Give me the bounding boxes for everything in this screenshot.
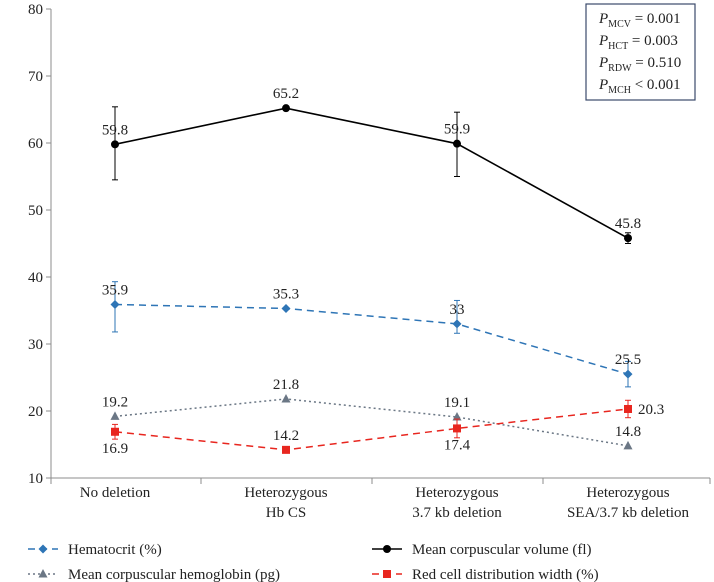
data-label-rdw: 14.2 <box>273 428 299 444</box>
series-layer <box>110 104 633 454</box>
data-label-hct: 25.5 <box>615 352 641 368</box>
legend-swatch-marker <box>383 545 391 553</box>
legend-item-hct: Hematocrit (%) <box>28 542 162 558</box>
data-label-hct: 35.3 <box>273 286 299 302</box>
chart-axes: 10 20 30 40 50 60 70 80 No deletion Heterozygous H… <box>28 2 711 521</box>
data-point-rdw <box>111 427 119 436</box>
data-label-mch: 21.8 <box>273 377 299 393</box>
y-tick-label: 70 <box>28 69 43 85</box>
y-tick-label: 50 <box>28 203 43 219</box>
series-mch <box>110 393 633 450</box>
series-line-mcv <box>114 107 629 239</box>
data-point-mch <box>452 412 462 421</box>
data-label-mch: 19.1 <box>444 395 470 411</box>
data-label-mcv: 59.8 <box>102 122 128 138</box>
data-point-hct <box>110 299 120 309</box>
data-point-rdw <box>282 445 290 454</box>
data-point-hct <box>452 319 462 329</box>
series-line-rdw <box>114 408 629 451</box>
legend-label: Mean corpuscular volume (fl) <box>412 542 592 558</box>
x-category-label: Hb CS <box>266 505 306 521</box>
p-value-mcv: PMCV = 0.001 <box>598 11 681 30</box>
series-line-hct <box>114 303 629 375</box>
x-category-label: Heterozygous <box>415 485 498 501</box>
legend-item-mcv: Mean corpuscular volume (fl) <box>372 542 592 558</box>
data-point-hct <box>281 303 291 313</box>
data-label-rdw: 16.9 <box>102 441 128 457</box>
data-point-rdw <box>624 404 632 413</box>
x-category-label: No deletion <box>80 485 151 501</box>
p-value-hct: PHCT = 0.003 <box>598 33 678 52</box>
data-point-mcv <box>453 139 461 148</box>
data-label-rdw: 20.3 <box>638 402 664 418</box>
series-rdw <box>111 399 632 454</box>
data-point-mcv <box>624 234 632 243</box>
x-category-label: SEA/3.7 kb deletion <box>567 505 690 521</box>
data-point-hct <box>623 369 633 379</box>
legend-swatch-marker <box>383 570 391 578</box>
data-label-rdw: 17.4 <box>444 437 471 453</box>
data-point-mch <box>281 393 291 403</box>
y-tick-label: 20 <box>28 404 43 420</box>
p-value-box: PMCV = 0.001 PHCT = 0.003 PRDW = 0.510 PMCH… <box>585 3 696 101</box>
y-tick-label: 10 <box>28 471 43 487</box>
data-label-mcv: 59.9 <box>444 122 470 138</box>
legend-item-rdw: Red cell distribution width (%) <box>372 567 599 582</box>
legend-label: Mean corpuscular hemoglobin (pg) <box>68 567 280 582</box>
x-category-label: Heterozygous <box>586 485 669 501</box>
legend-swatch-marker <box>38 569 48 578</box>
p-value-rdw: PRDW = 0.510 <box>598 55 681 74</box>
data-labels-layer: 19.2 21.8 19.1 14.8 16.9 14.2 17.4 20.3 35.9 35.3… <box>102 86 664 457</box>
y-tick-label: 30 <box>28 337 43 353</box>
legend-swatch-marker <box>38 544 48 554</box>
data-label-mcv: 45.8 <box>615 216 641 232</box>
y-tick-label: 60 <box>28 136 43 152</box>
data-label-mcv: 65.2 <box>273 86 299 102</box>
y-tick-label: 40 <box>28 270 43 286</box>
p-value-box-frame <box>585 3 696 101</box>
legend: Hematocrit (%) Mean corpuscular volume (f… <box>28 542 599 582</box>
series-hct <box>110 281 633 388</box>
legend-label: Hematocrit (%) <box>68 542 162 558</box>
data-point-mcv <box>282 104 290 113</box>
series-line-mch <box>114 398 629 447</box>
data-point-mcv <box>111 140 119 149</box>
data-label-mch: 14.8 <box>615 424 641 440</box>
y-tick-label: 80 <box>28 2 43 18</box>
data-label-hct: 33 <box>450 302 465 318</box>
data-point-mch <box>110 411 120 420</box>
data-label-hct: 35.9 <box>102 282 128 298</box>
data-point-mch <box>623 440 633 450</box>
series-mcv <box>111 104 632 244</box>
data-label-mch: 19.2 <box>102 394 128 410</box>
data-point-rdw <box>453 424 461 433</box>
p-value-mch: PMCH < 0.001 <box>598 77 681 96</box>
legend-label: Red cell distribution width (%) <box>412 567 599 582</box>
x-category-label: 3.7 kb deletion <box>412 505 502 521</box>
x-category-label: Heterozygous <box>244 485 327 501</box>
legend-item-mch: Mean corpuscular hemoglobin (pg) <box>28 567 280 582</box>
